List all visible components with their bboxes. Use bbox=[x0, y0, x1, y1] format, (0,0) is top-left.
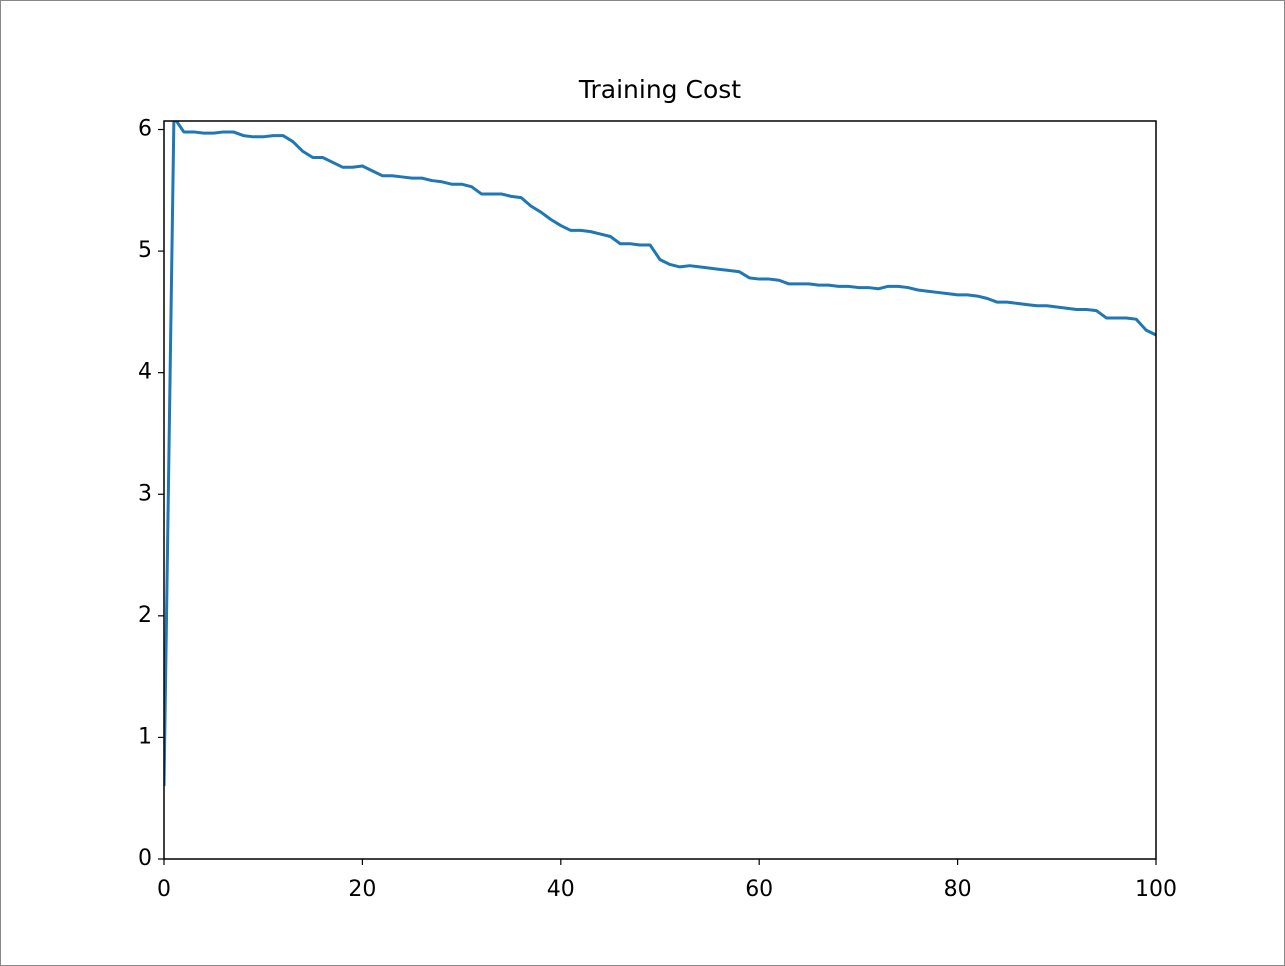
y-tick-label: 0 bbox=[138, 846, 152, 871]
x-tick-label: 0 bbox=[157, 877, 171, 902]
x-tick-label: 20 bbox=[348, 877, 376, 902]
y-tick-label: 6 bbox=[138, 117, 152, 142]
line-series bbox=[164, 121, 1156, 787]
y-tick-label: 5 bbox=[138, 238, 152, 263]
y-tick-label: 2 bbox=[138, 603, 152, 628]
y-tick-label: 3 bbox=[138, 481, 152, 506]
x-tick-label: 100 bbox=[1135, 877, 1177, 902]
chart-title: Training Cost bbox=[578, 75, 741, 104]
y-tick-label: 1 bbox=[138, 724, 152, 749]
y-tick-label: 4 bbox=[138, 360, 152, 385]
x-tick-label: 60 bbox=[745, 877, 773, 902]
x-tick-label: 40 bbox=[547, 877, 575, 902]
x-tick-label: 80 bbox=[944, 877, 972, 902]
plot-frame bbox=[163, 120, 1157, 860]
